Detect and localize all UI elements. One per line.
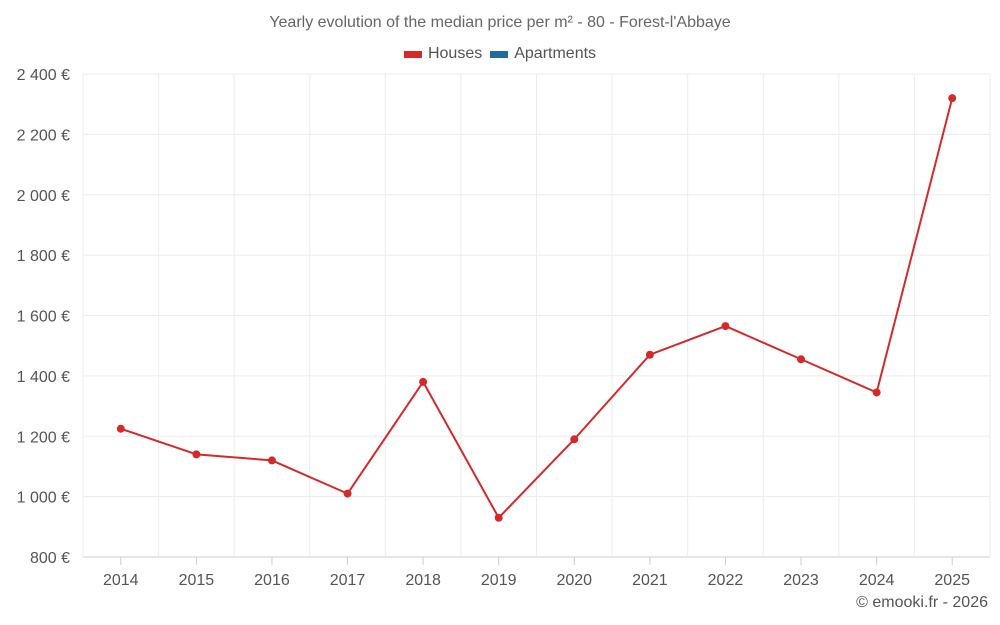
x-tick-label: 2019 bbox=[481, 572, 517, 589]
y-tick-label: 2 400 € bbox=[17, 67, 70, 84]
data-point bbox=[645, 350, 654, 359]
x-tick-label: 2016 bbox=[254, 572, 290, 589]
data-point bbox=[419, 377, 428, 386]
data-point bbox=[192, 450, 201, 459]
data-point bbox=[267, 456, 276, 465]
x-tick-label: 2023 bbox=[783, 572, 819, 589]
y-tick-label: 1 600 € bbox=[17, 309, 70, 326]
legend-item-apartments[interactable]: Apartments bbox=[490, 45, 596, 63]
x-tick-label: 2020 bbox=[556, 572, 592, 589]
y-tick-label: 1 000 € bbox=[17, 490, 70, 507]
x-tick-label: 2022 bbox=[708, 572, 744, 589]
series-line-houses bbox=[120, 97, 954, 519]
y-tick-label: 2 000 € bbox=[17, 188, 70, 205]
data-point bbox=[494, 513, 503, 522]
x-tick-label: 2021 bbox=[632, 572, 668, 589]
data-point bbox=[872, 388, 881, 397]
x-tick-label: 2017 bbox=[330, 572, 366, 589]
data-point bbox=[797, 355, 806, 364]
data-point bbox=[570, 435, 579, 444]
data-point bbox=[948, 94, 957, 103]
x-tick-label: 2015 bbox=[179, 572, 215, 589]
x-tick-label: 2014 bbox=[103, 572, 139, 589]
legend-label-houses: Houses bbox=[427, 45, 483, 62]
data-point bbox=[343, 489, 352, 498]
legend-swatch-houses bbox=[403, 50, 422, 58]
y-tick-label: 1 800 € bbox=[17, 248, 70, 265]
legend: Houses Apartments bbox=[0, 45, 1000, 63]
data-point bbox=[721, 322, 730, 331]
x-tick-label: 2018 bbox=[405, 572, 441, 589]
legend-item-houses[interactable]: Houses bbox=[403, 45, 483, 63]
legend-swatch-apartments bbox=[490, 50, 509, 58]
data-point bbox=[116, 424, 125, 433]
legend-label-apartments: Apartments bbox=[514, 45, 597, 62]
chart-title: Yearly evolution of the median price per… bbox=[269, 14, 731, 31]
y-tick-label: 1 400 € bbox=[17, 369, 70, 386]
y-tick-label: 1 200 € bbox=[17, 429, 70, 446]
x-tick-label: 2024 bbox=[859, 572, 895, 589]
y-tick-label: 800 € bbox=[30, 550, 70, 567]
credit: © emooki.fr - 2026 bbox=[856, 594, 988, 611]
x-tick-label: 2025 bbox=[934, 572, 970, 589]
y-tick-label: 2 200 € bbox=[17, 127, 70, 144]
